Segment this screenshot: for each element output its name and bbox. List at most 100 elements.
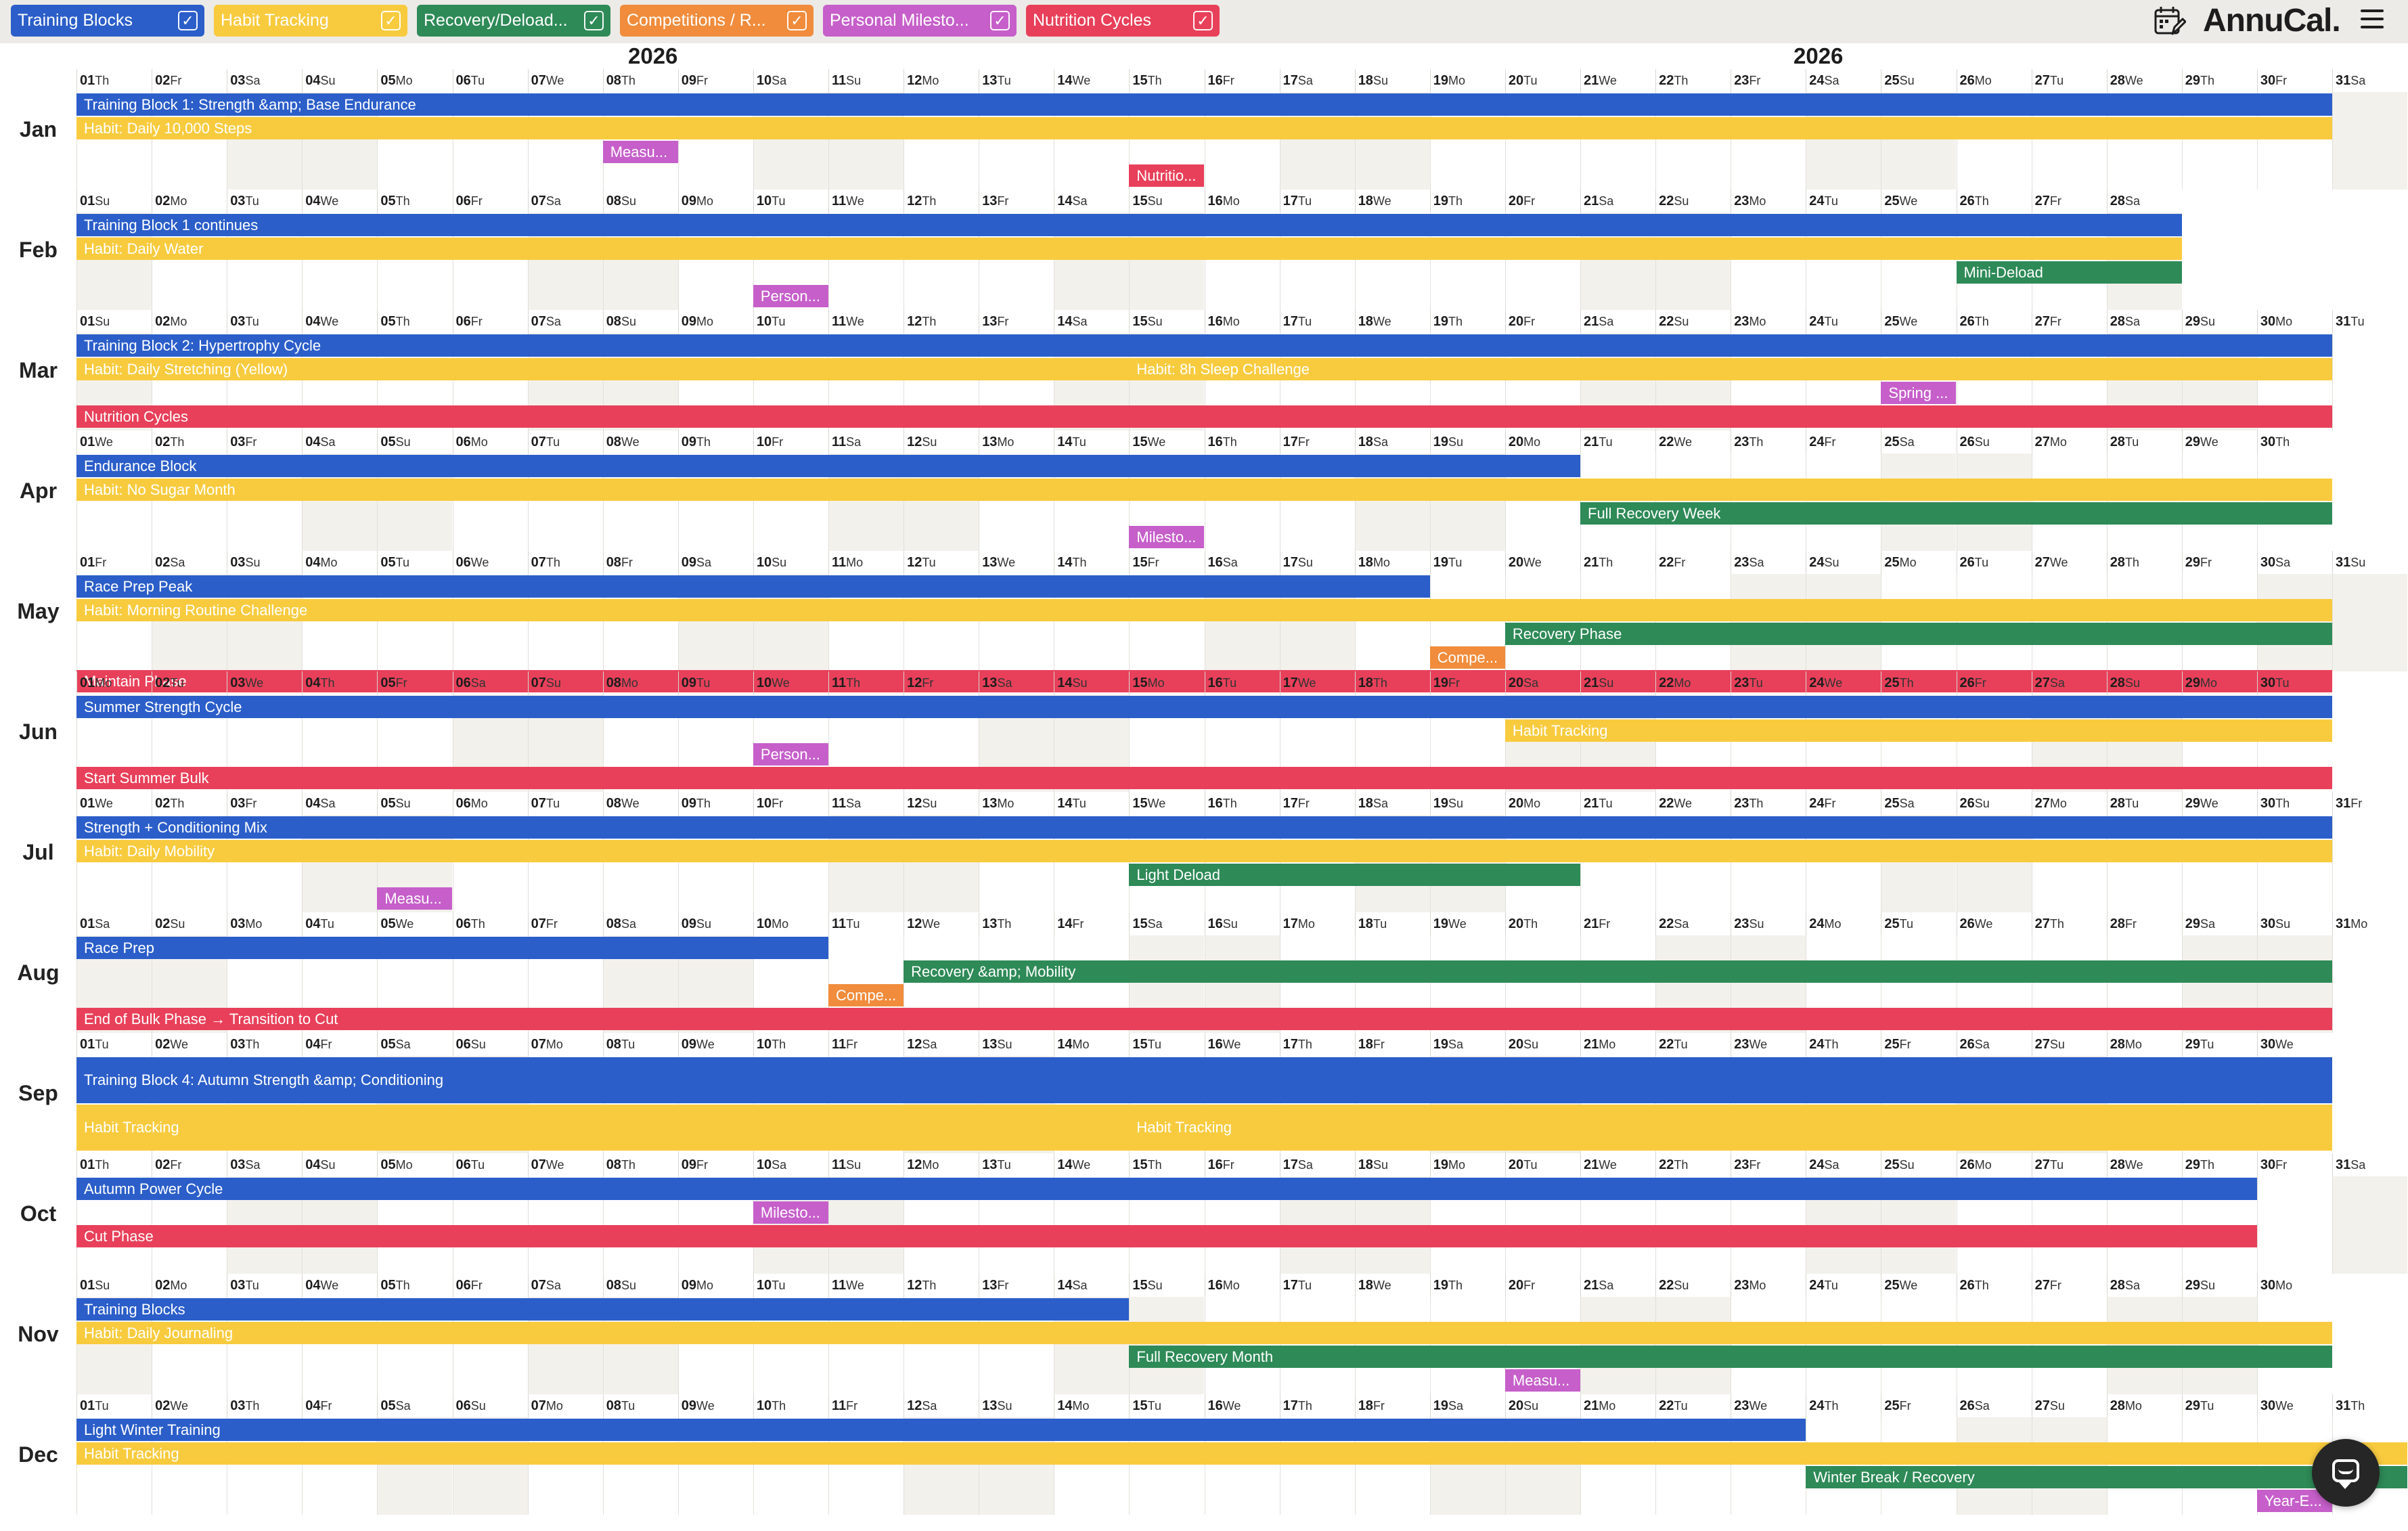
day-cell[interactable] — [2332, 333, 2407, 430]
event-bar-training[interactable]: Light Winter Training — [76, 1419, 1806, 1441]
day-cell[interactable] — [753, 1417, 828, 1515]
day-cell[interactable] — [904, 694, 979, 792]
day-cell[interactable] — [1731, 815, 1806, 912]
day-cell[interactable] — [2181, 694, 2257, 792]
event-bar-habit[interactable]: Habit: Daily Journaling — [76, 1322, 2332, 1344]
day-cell[interactable] — [76, 815, 152, 912]
day-cell[interactable] — [1504, 92, 1580, 190]
day-cell[interactable] — [527, 453, 603, 551]
event-bar-milestone[interactable]: Milesto... — [1129, 526, 1205, 548]
day-cell[interactable] — [152, 333, 227, 430]
day-cell[interactable] — [2031, 935, 2107, 1033]
day-cell[interactable] — [1054, 92, 1129, 190]
day-cell[interactable] — [2256, 1176, 2332, 1274]
day-cell[interactable] — [602, 453, 678, 551]
day-cell[interactable] — [1956, 333, 2032, 430]
day-cell[interactable] — [602, 1417, 678, 1515]
day-cell[interactable] — [227, 1417, 302, 1515]
day-cell[interactable] — [377, 92, 452, 190]
event-bar-habit[interactable]: Habit: Daily Water — [76, 238, 2182, 260]
day-cell[interactable] — [904, 574, 979, 671]
day-cell[interactable] — [1731, 1417, 1806, 1515]
day-cell[interactable] — [1429, 213, 1505, 310]
day-cell[interactable] — [979, 333, 1054, 430]
event-bar-nutrition[interactable]: Nutritio... — [1129, 164, 1205, 187]
event-bar-habit[interactable]: Habit Tracking — [76, 1105, 2332, 1151]
event-bar-milestone[interactable]: Measu... — [1504, 1369, 1580, 1392]
day-cell[interactable] — [1731, 694, 1806, 792]
day-cell[interactable] — [1731, 92, 1806, 190]
day-cell[interactable] — [904, 1297, 979, 1394]
day-cell[interactable] — [152, 815, 227, 912]
day-cell[interactable] — [1279, 213, 1355, 310]
day-cell[interactable] — [753, 333, 828, 430]
day-cell[interactable] — [979, 213, 1054, 310]
day-cell[interactable] — [1881, 694, 1956, 792]
day-cell[interactable] — [527, 92, 603, 190]
event-bar-training[interactable]: Training Block 2: Hypertrophy Cycle — [76, 334, 2332, 357]
day-cell[interactable] — [227, 815, 302, 912]
event-bar-habit[interactable]: Habit: Daily Stretching (Yellow) — [76, 358, 2332, 380]
day-cell[interactable] — [2332, 92, 2408, 190]
day-cell[interactable] — [979, 92, 1054, 190]
day-cell[interactable] — [2031, 92, 2107, 190]
event-bar-habit[interactable]: Habit: Morning Routine Challenge — [76, 599, 2332, 621]
day-cell[interactable] — [1354, 935, 1430, 1033]
day-cell[interactable] — [828, 1417, 904, 1515]
event-bar-training[interactable]: Race Prep Peak — [76, 575, 1430, 598]
day-cell[interactable] — [2332, 935, 2407, 1033]
day-cell[interactable] — [452, 1297, 528, 1394]
checkbox-checked-icon[interactable]: ✓ — [381, 11, 401, 30]
day-cell[interactable] — [1881, 213, 1956, 310]
day-cell[interactable] — [1354, 1417, 1430, 1515]
day-cell[interactable] — [76, 92, 152, 190]
day-cell[interactable] — [302, 1297, 377, 1394]
event-bar-training[interactable]: Summer Strength Cycle — [76, 696, 2332, 718]
day-cell[interactable] — [979, 815, 1054, 912]
day-cell[interactable] — [1204, 1417, 1280, 1515]
day-cell[interactable] — [1054, 453, 1129, 551]
day-cell[interactable] — [1731, 333, 1806, 430]
day-cell[interactable] — [1279, 1417, 1355, 1515]
day-cell[interactable] — [452, 213, 528, 310]
day-cell[interactable] — [979, 935, 1054, 1033]
day-cell[interactable] — [527, 935, 603, 1033]
event-bar-training[interactable]: Autumn Power Cycle — [76, 1178, 2257, 1200]
event-bar-recovery[interactable]: Light Deload — [1129, 864, 1580, 886]
day-cell[interactable] — [1956, 694, 2032, 792]
day-cell[interactable] — [452, 333, 528, 430]
day-cell[interactable] — [602, 694, 678, 792]
day-cell[interactable] — [677, 92, 753, 190]
event-bar-milestone[interactable]: Person... — [753, 743, 828, 766]
day-cell[interactable] — [1279, 453, 1355, 551]
event-bar-nutrition[interactable]: End of Bulk Phase → Transition to Cut — [76, 1008, 2332, 1030]
day-cell[interactable] — [302, 694, 377, 792]
day-cell[interactable] — [1429, 333, 1505, 430]
day-cell[interactable] — [2256, 92, 2332, 190]
day-cell[interactable] — [602, 574, 678, 671]
day-cell[interactable] — [2256, 694, 2332, 792]
day-cell[interactable] — [904, 935, 979, 1033]
day-cell[interactable] — [1580, 92, 1655, 190]
day-cell[interactable] — [602, 815, 678, 912]
day-cell[interactable] — [2256, 815, 2332, 912]
event-bar-milestone[interactable]: Measu... — [377, 887, 453, 910]
event-bar-recovery[interactable]: Full Recovery Month — [1129, 1346, 2332, 1368]
event-bar-competition[interactable]: Compe... — [1429, 646, 1505, 669]
day-cell[interactable] — [1655, 694, 1731, 792]
day-cell[interactable] — [1504, 935, 1580, 1033]
day-cell[interactable] — [677, 815, 753, 912]
event-bar-nutrition[interactable]: Nutrition Cycles — [76, 405, 2332, 428]
day-cell[interactable] — [1354, 213, 1430, 310]
day-cell[interactable] — [979, 453, 1054, 551]
event-bar-training[interactable]: Training Block 1: Strength &amp; Base En… — [76, 93, 2332, 116]
day-cell[interactable] — [152, 453, 227, 551]
chat-bubble-icon[interactable] — [2312, 1439, 2380, 1507]
day-cell[interactable] — [1354, 574, 1430, 671]
day-cell[interactable] — [904, 213, 979, 310]
day-cell[interactable] — [2031, 815, 2107, 912]
day-cell[interactable] — [227, 1297, 302, 1394]
event-bar-competition[interactable]: Compe... — [828, 984, 904, 1006]
event-bar-training[interactable]: Training Blocks — [76, 1298, 1130, 1321]
hamburger-menu-icon[interactable] — [2361, 9, 2384, 30]
